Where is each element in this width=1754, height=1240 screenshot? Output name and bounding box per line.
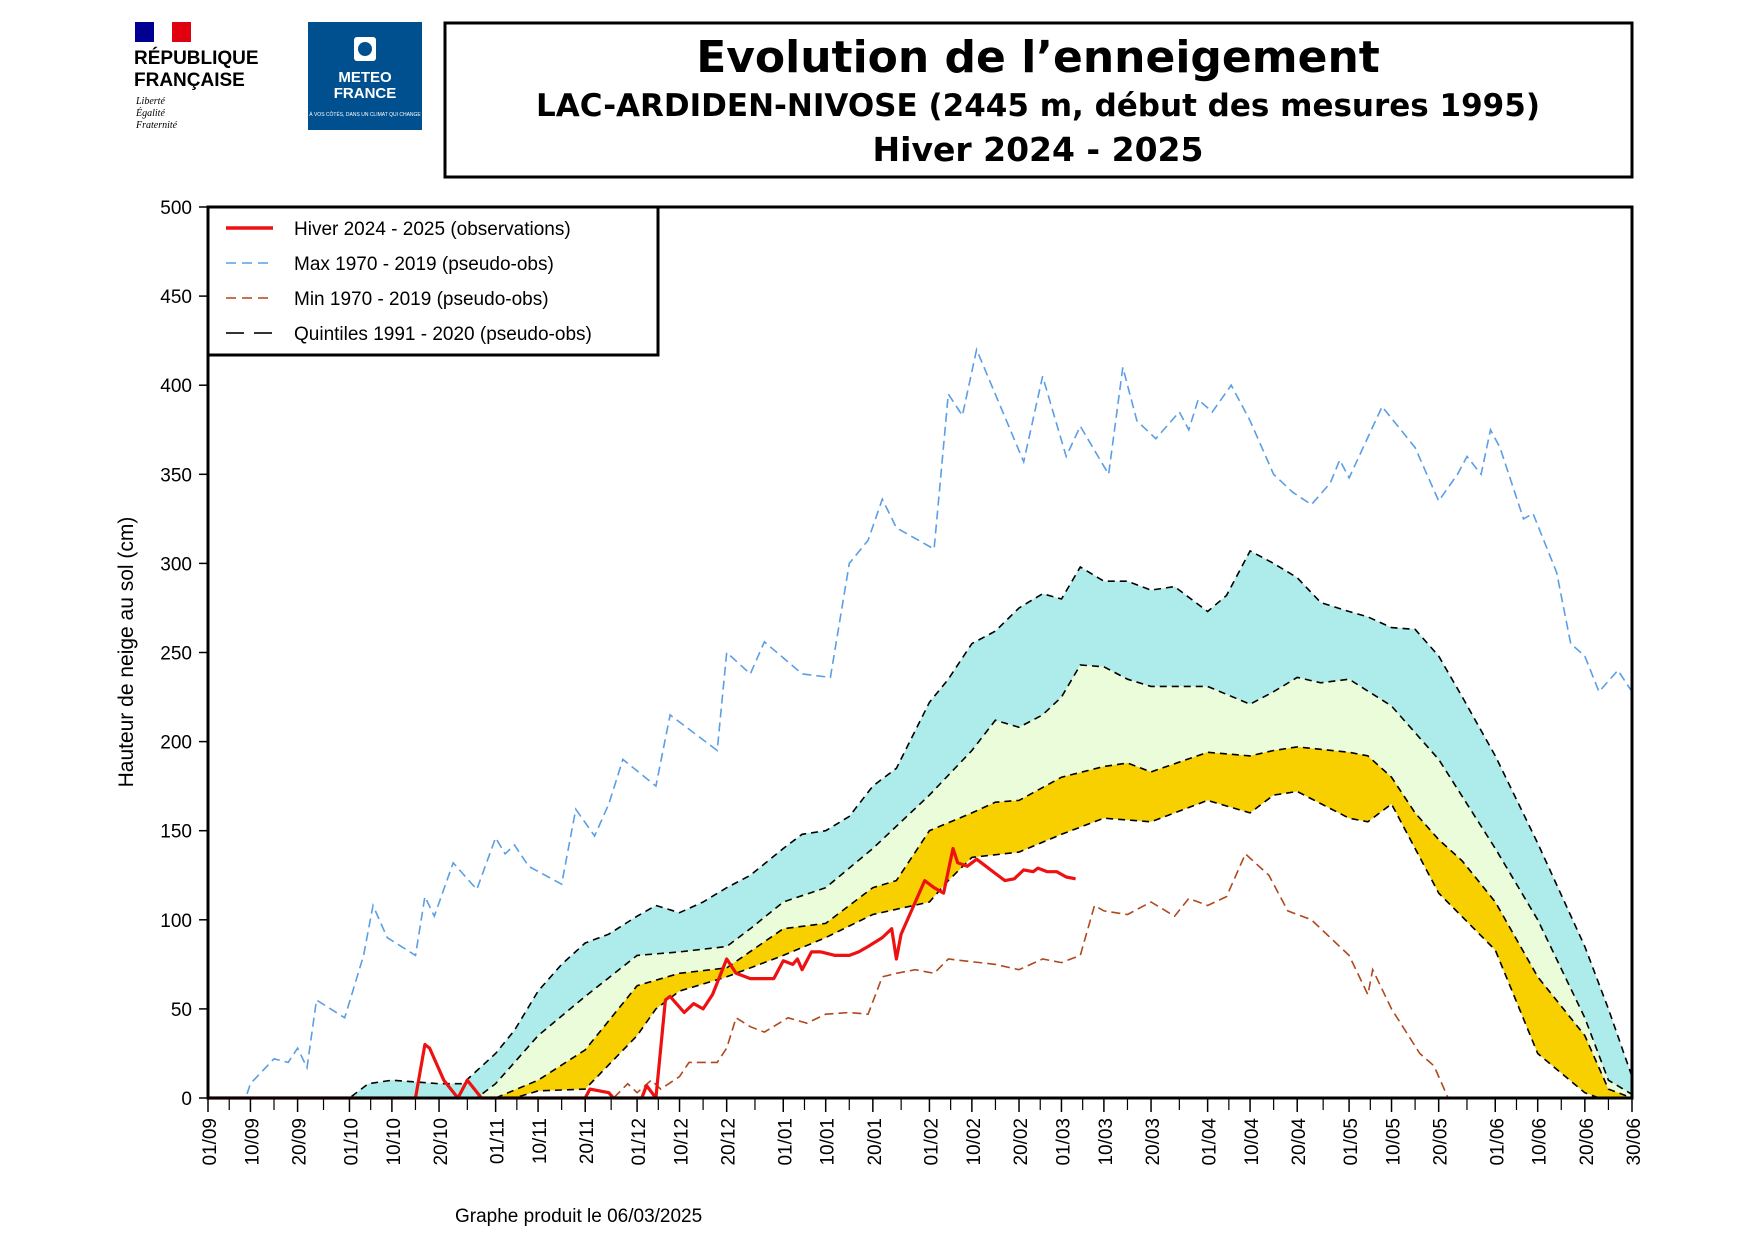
x-tick-label: 20/01 bbox=[865, 1118, 886, 1166]
y-tick-label: 100 bbox=[160, 911, 192, 932]
y-axis-label: Hauteur de neige au sol (cm) bbox=[115, 517, 138, 788]
mf-tagline: À VOS CÔTÉS, DANS UN CLIMAT QUI CHANGE bbox=[309, 111, 421, 118]
x-tick-label: 01/10 bbox=[341, 1118, 362, 1166]
rf-line1: RÉPUBLIQUE bbox=[134, 47, 259, 69]
x-tick-label: 01/03 bbox=[1053, 1118, 1074, 1166]
x-axis: 01/09 10/09 20/09 01/10 10/10 20/10 01/11 10/11… bbox=[200, 1098, 1645, 1166]
x-tick-label: 20/11 bbox=[577, 1118, 598, 1164]
y-tick-label: 300 bbox=[160, 554, 192, 575]
flag-red-icon bbox=[172, 22, 191, 42]
y-tick-label: 50 bbox=[171, 1000, 192, 1021]
x-tick-label: 01/11 bbox=[488, 1118, 509, 1164]
y-tick-label: 350 bbox=[160, 465, 192, 486]
legend: Hiver 2024 - 2025 (observations) Max 197… bbox=[206, 205, 660, 357]
republique-francaise-logo: RÉPUBLIQUE FRANÇAISE Liberté Égalité Fra… bbox=[134, 22, 259, 131]
legend-label-observations: Hiver 2024 - 2025 (observations) bbox=[294, 219, 571, 240]
y-tick-label: 500 bbox=[160, 198, 192, 219]
meteo-france-logo: METEO FRANCE À VOS CÔTÉS, DANS UN CLIMAT… bbox=[308, 22, 422, 130]
x-tick-label: 01/09 bbox=[200, 1118, 221, 1166]
x-tick-label: 10/06 bbox=[1530, 1118, 1551, 1166]
footer-produced-date: Graphe produit le 06/03/2025 bbox=[455, 1206, 702, 1227]
chart-season: Hiver 2024 - 2025 bbox=[873, 130, 1204, 169]
x-tick-label: 20/12 bbox=[719, 1118, 740, 1166]
chart-title: Evolution de l’enneigement bbox=[696, 32, 1380, 83]
line-quintile-40 bbox=[208, 746, 1633, 1099]
x-tick-label: 10/10 bbox=[384, 1118, 405, 1166]
rf-motto-1: Liberté bbox=[135, 96, 165, 107]
x-tick-label: 10/01 bbox=[818, 1118, 839, 1166]
legend-label-max: Max 1970 - 2019 (pseudo-obs) bbox=[294, 254, 554, 275]
rf-line2: FRANÇAISE bbox=[134, 70, 245, 91]
y-axis: 0 50 100 150 200 250 300 350 400 450 500 bbox=[160, 198, 208, 1110]
x-tick-label: 20/06 bbox=[1577, 1118, 1598, 1166]
x-tick-label: 20/04 bbox=[1289, 1118, 1310, 1166]
x-tick-label: 20/05 bbox=[1431, 1118, 1452, 1166]
x-tick-label: 20/03 bbox=[1143, 1118, 1164, 1166]
x-tick-label: 10/09 bbox=[242, 1118, 263, 1166]
x-tick-label: 01/06 bbox=[1487, 1118, 1508, 1166]
band-quintile-60-80 bbox=[208, 550, 1632, 1098]
y-tick-label: 200 bbox=[160, 733, 192, 754]
line-max bbox=[208, 346, 1633, 1099]
line-quintile-60 bbox=[208, 664, 1633, 1099]
x-tick-label: 10/03 bbox=[1096, 1118, 1117, 1166]
y-tick-label: 150 bbox=[160, 822, 192, 843]
line-observations bbox=[208, 846, 1076, 1100]
x-tick-label: 01/01 bbox=[775, 1118, 796, 1166]
flag-white-icon bbox=[154, 22, 172, 42]
rf-motto-3: Fraternité bbox=[135, 120, 178, 131]
x-tick-label: 10/05 bbox=[1384, 1118, 1405, 1166]
x-tick-label: 01/05 bbox=[1341, 1118, 1362, 1166]
x-tick-label: 01/04 bbox=[1200, 1118, 1221, 1166]
x-tick-label: 20/10 bbox=[431, 1118, 452, 1166]
line-quintile-80 bbox=[208, 549, 1633, 1099]
mf-line2: FRANCE bbox=[334, 85, 397, 102]
flag-blue-icon bbox=[135, 22, 154, 42]
x-tick-label: 01/12 bbox=[629, 1118, 650, 1166]
title-box: Evolution de l’enneigement LAC-ARDIDEN-N… bbox=[443, 21, 1634, 179]
x-tick-label: 20/09 bbox=[290, 1118, 311, 1166]
x-tick-label: 10/11 bbox=[530, 1118, 551, 1164]
x-tick-label: 10/04 bbox=[1242, 1118, 1263, 1166]
y-tick-label: 400 bbox=[160, 376, 192, 397]
mf-line1: METEO bbox=[338, 69, 392, 86]
x-tick-label: 01/02 bbox=[921, 1118, 942, 1166]
legend-label-min: Min 1970 - 2019 (pseudo-obs) bbox=[294, 289, 549, 310]
rf-motto-2: Égalité bbox=[135, 107, 165, 119]
y-tick-label: 250 bbox=[160, 644, 192, 665]
x-tick-label: 30/06 bbox=[1624, 1118, 1645, 1166]
legend-label-quintiles: Quintiles 1991 - 2020 (pseudo-obs) bbox=[294, 324, 592, 345]
chart-subtitle: LAC-ARDIDEN-NIVOSE (2445 m, début des me… bbox=[536, 88, 1540, 124]
line-min bbox=[208, 852, 1632, 1099]
x-tick-label: 10/02 bbox=[964, 1118, 985, 1166]
x-tick-label: 20/02 bbox=[1011, 1118, 1032, 1166]
y-tick-label: 450 bbox=[160, 287, 192, 308]
y-tick-label: 0 bbox=[181, 1089, 192, 1110]
x-tick-label: 10/12 bbox=[672, 1118, 693, 1166]
line-quintile-20 bbox=[208, 790, 1632, 1099]
